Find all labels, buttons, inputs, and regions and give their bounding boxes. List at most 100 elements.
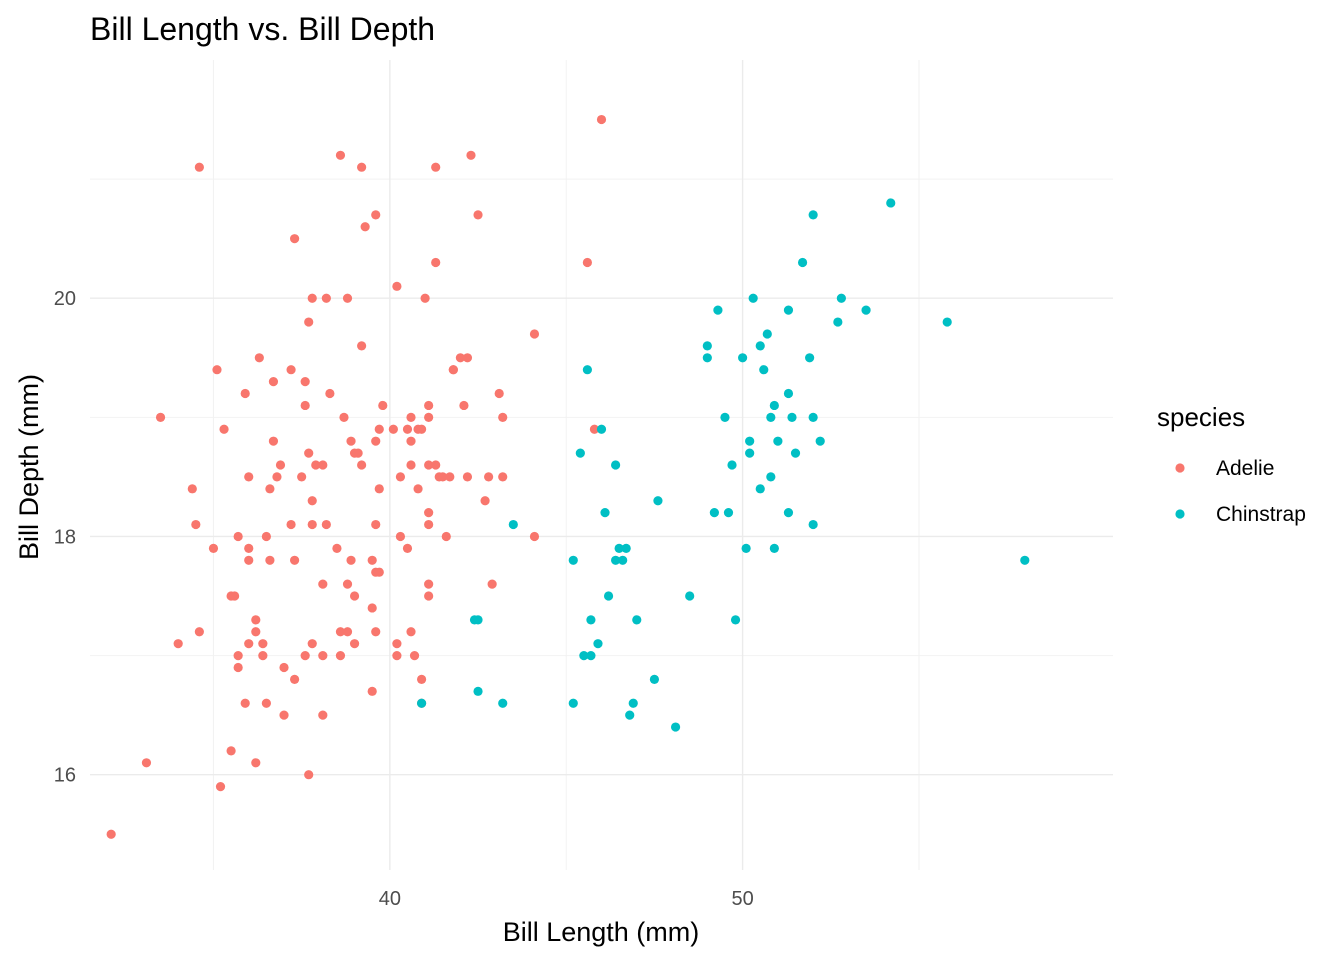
point-chinstrap	[498, 698, 508, 708]
point-adelie	[406, 460, 416, 470]
point-adelie	[371, 519, 381, 530]
point-chinstrap	[628, 698, 638, 708]
point-adelie	[251, 758, 261, 768]
point-adelie	[286, 365, 296, 375]
point-adelie	[307, 496, 317, 506]
point-adelie	[194, 162, 204, 172]
point-adelie	[233, 650, 243, 661]
point-chinstrap	[759, 365, 769, 375]
point-adelie	[244, 472, 254, 482]
point-chinstrap	[653, 496, 663, 506]
point-adelie	[395, 531, 406, 542]
point-adelie	[438, 472, 448, 482]
point-adelie	[424, 460, 434, 470]
point-chinstrap	[473, 686, 483, 696]
point-chinstrap	[621, 543, 631, 553]
point-adelie	[311, 460, 321, 470]
point-chinstrap	[575, 448, 585, 458]
point-adelie	[445, 472, 455, 482]
point-chinstrap	[773, 436, 783, 446]
point-chinstrap	[942, 317, 952, 327]
point-chinstrap	[625, 710, 635, 720]
point-adelie	[321, 519, 331, 530]
point-adelie	[582, 257, 592, 268]
point-chinstrap	[748, 293, 758, 303]
point-chinstrap	[808, 519, 818, 530]
point-adelie	[233, 662, 243, 673]
y-tick-label: 16	[54, 765, 76, 787]
point-chinstrap	[568, 698, 578, 708]
point-chinstrap	[833, 317, 843, 327]
point-adelie	[233, 531, 243, 542]
point-chinstrap	[769, 543, 779, 553]
point-adelie	[349, 639, 360, 649]
grid	[90, 60, 1113, 870]
point-adelie	[409, 650, 420, 661]
point-chinstrap	[730, 615, 741, 625]
point-adelie	[484, 472, 494, 482]
point-chinstrap	[603, 591, 614, 601]
point-adelie	[335, 627, 346, 637]
point-chinstrap	[723, 508, 734, 518]
point-adelie	[230, 591, 240, 601]
point-adelie	[462, 353, 473, 363]
point-adelie	[378, 400, 388, 411]
point-adelie	[318, 650, 328, 661]
legend-title: species	[1157, 402, 1245, 432]
point-adelie	[448, 365, 458, 375]
legend: species Adelie Chinstrap	[1157, 402, 1306, 526]
point-adelie	[529, 531, 540, 542]
point-adelie	[240, 388, 250, 399]
point-adelie	[498, 472, 508, 482]
point-adelie	[286, 519, 296, 530]
legend-item-chinstrap: Chinstrap	[1175, 503, 1306, 526]
point-adelie	[290, 674, 300, 685]
point-chinstrap	[1020, 555, 1030, 565]
point-chinstrap	[508, 519, 518, 530]
point-chinstrap	[618, 555, 628, 565]
point-chinstrap	[861, 305, 871, 315]
point-adelie	[406, 627, 416, 637]
point-chinstrap	[783, 388, 794, 399]
point-adelie	[187, 484, 197, 494]
point-adelie	[402, 543, 413, 553]
point-chinstrap	[797, 257, 808, 268]
point-adelie	[307, 293, 317, 303]
point-adelie	[244, 543, 254, 553]
point-chinstrap	[685, 591, 695, 601]
point-adelie	[360, 222, 370, 232]
point-chinstrap	[755, 341, 765, 351]
point-chinstrap	[745, 436, 755, 446]
point-adelie	[339, 412, 349, 422]
point-adelie	[335, 650, 346, 661]
x-tick-label: 40	[379, 888, 401, 910]
point-adelie	[268, 436, 279, 446]
point-adelie	[318, 710, 328, 720]
legend-label-chinstrap: Chinstrap	[1216, 503, 1306, 526]
point-adelie	[258, 650, 268, 661]
point-chinstrap	[579, 650, 589, 661]
point-chinstrap	[702, 341, 712, 351]
point-adelie	[462, 472, 473, 482]
point-adelie	[212, 365, 222, 375]
point-adelie	[307, 519, 317, 530]
point-chinstrap	[586, 650, 596, 661]
point-adelie	[367, 686, 377, 696]
point-adelie	[297, 472, 307, 482]
point-adelie	[265, 555, 275, 565]
point-chinstrap	[611, 555, 621, 565]
point-adelie	[406, 412, 416, 422]
point-adelie	[374, 484, 384, 494]
point-adelie	[596, 114, 607, 125]
point-adelie	[529, 329, 540, 339]
point-adelie	[318, 579, 328, 589]
point-adelie	[279, 662, 289, 673]
point-chinstrap	[593, 639, 603, 649]
point-chinstrap	[783, 508, 794, 518]
point-adelie	[357, 162, 367, 172]
point-adelie	[431, 460, 441, 470]
point-adelie	[498, 412, 508, 422]
point-chinstrap	[713, 305, 723, 315]
point-chinstrap	[762, 329, 772, 339]
point-chinstrap	[670, 722, 681, 732]
